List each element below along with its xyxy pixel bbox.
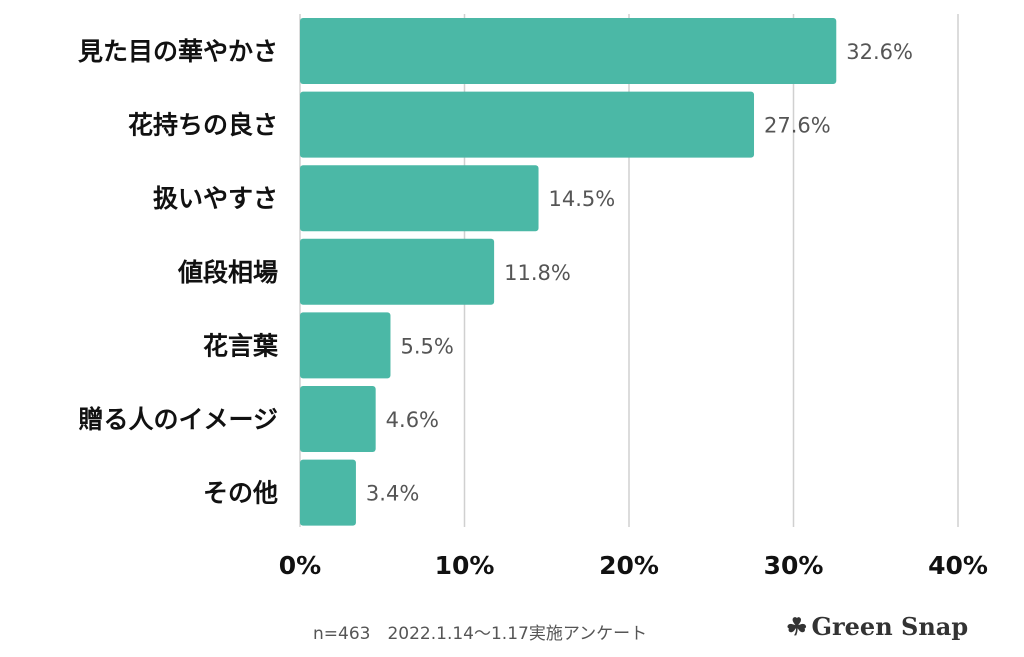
category-label: 値段相場 bbox=[177, 258, 278, 287]
category-label: 見た目の華やかさ bbox=[78, 37, 278, 66]
category-label: 花持ちの良さ bbox=[128, 111, 278, 140]
category-label: 扱いやすさ bbox=[153, 184, 278, 213]
x-tick-label: 10% bbox=[435, 551, 495, 580]
x-tick-label: 40% bbox=[928, 551, 988, 580]
bar bbox=[300, 238, 495, 305]
logo: ☘ Green Snap bbox=[786, 612, 968, 641]
x-tick-label: 20% bbox=[599, 551, 659, 580]
x-tick-label: 0% bbox=[279, 551, 321, 580]
data-label: 4.6% bbox=[386, 408, 439, 432]
category-label: 花言葉 bbox=[203, 331, 279, 360]
category-label: その他 bbox=[203, 479, 278, 508]
data-label: 32.6% bbox=[846, 40, 913, 64]
data-label: 11.8% bbox=[504, 261, 571, 285]
bar bbox=[300, 18, 837, 84]
bar bbox=[300, 459, 356, 526]
clover-icon: ☘ bbox=[786, 612, 808, 641]
logo-text: Green Snap bbox=[811, 612, 969, 641]
x-tick-label: 30% bbox=[764, 551, 824, 580]
category-label: 贈る人のイメージ bbox=[78, 405, 278, 434]
data-label: 3.4% bbox=[366, 482, 419, 506]
bar bbox=[300, 165, 539, 232]
data-label: 14.5% bbox=[549, 187, 616, 211]
bar bbox=[300, 91, 755, 158]
bar bbox=[300, 386, 376, 452]
bar bbox=[300, 312, 391, 379]
data-label: 5.5% bbox=[400, 334, 453, 358]
survey-note: n=463 2022.1.14～1.17実施アンケート bbox=[313, 624, 648, 644]
data-label: 27.6% bbox=[764, 114, 831, 138]
